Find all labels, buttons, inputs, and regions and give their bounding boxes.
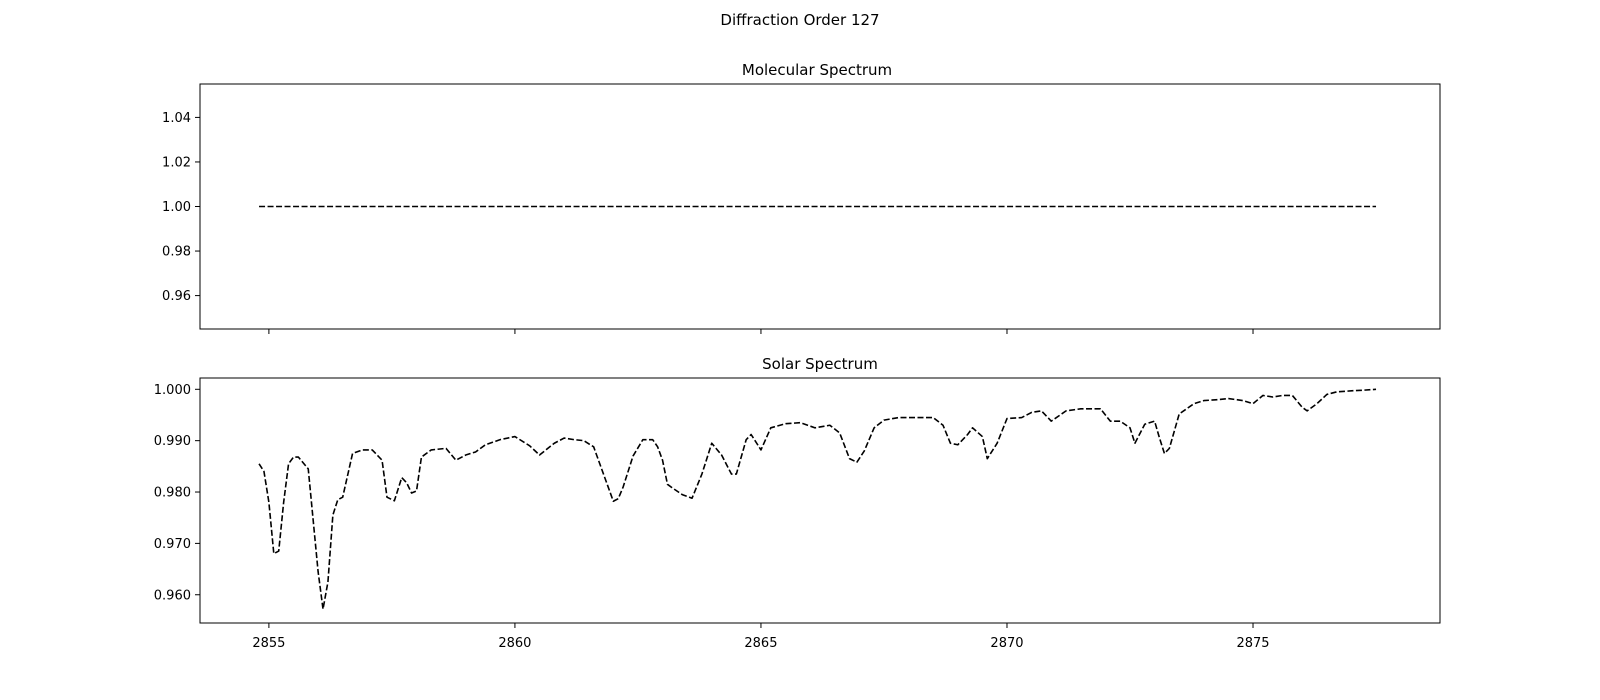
- solar-x-tick-label: 2875: [1236, 636, 1269, 651]
- molecular-spectrum-panel: Molecular Spectrum 0.96 0.98 1.00 1.02 1.04: [162, 61, 1441, 334]
- solar-y-tick-label: 0.990: [154, 434, 191, 449]
- molecular-y-tick-label: 1.00: [162, 200, 191, 215]
- solar-spectrum-line: [258, 388, 1377, 610]
- solar-y-tick-label: 0.960: [154, 588, 191, 603]
- solar-spectrum-frame: [199, 377, 1441, 624]
- solar-y-tick-label: 0.970: [154, 537, 191, 552]
- molecular-spectrum-frame: [199, 83, 1441, 330]
- molecular-y-tick-label: 1.04: [162, 111, 191, 126]
- molecular-spectrum-plot-area: 0.96 0.98 1.00 1.02 1.04: [162, 111, 1377, 334]
- solar-x-tick-label: 2865: [744, 636, 777, 651]
- solar-spectrum-title: Solar Spectrum: [762, 355, 878, 373]
- solar-x-tick-label: 2870: [990, 636, 1023, 651]
- solar-x-tick-label: 2860: [498, 636, 531, 651]
- solar-spectrum-panel: Solar Spectrum 2855 2860 2865 2870 2875 0.960…: [154, 355, 1441, 651]
- solar-x-tick-label: 2855: [252, 636, 285, 651]
- solar-spectrum-plot-area: 2855 2860 2865 2870 2875 0.960 0.970 0.980 0.990…: [154, 383, 1377, 651]
- figure-suptitle: Diffraction Order 127: [720, 11, 879, 29]
- molecular-y-tick-label: 1.02: [162, 155, 191, 170]
- solar-y-tick-label: 1.000: [154, 383, 191, 398]
- molecular-spectrum-title: Molecular Spectrum: [742, 61, 892, 79]
- molecular-y-tick-label: 0.96: [162, 289, 191, 304]
- molecular-y-tick-label: 0.98: [162, 245, 191, 260]
- solar-y-tick-label: 0.980: [154, 486, 191, 501]
